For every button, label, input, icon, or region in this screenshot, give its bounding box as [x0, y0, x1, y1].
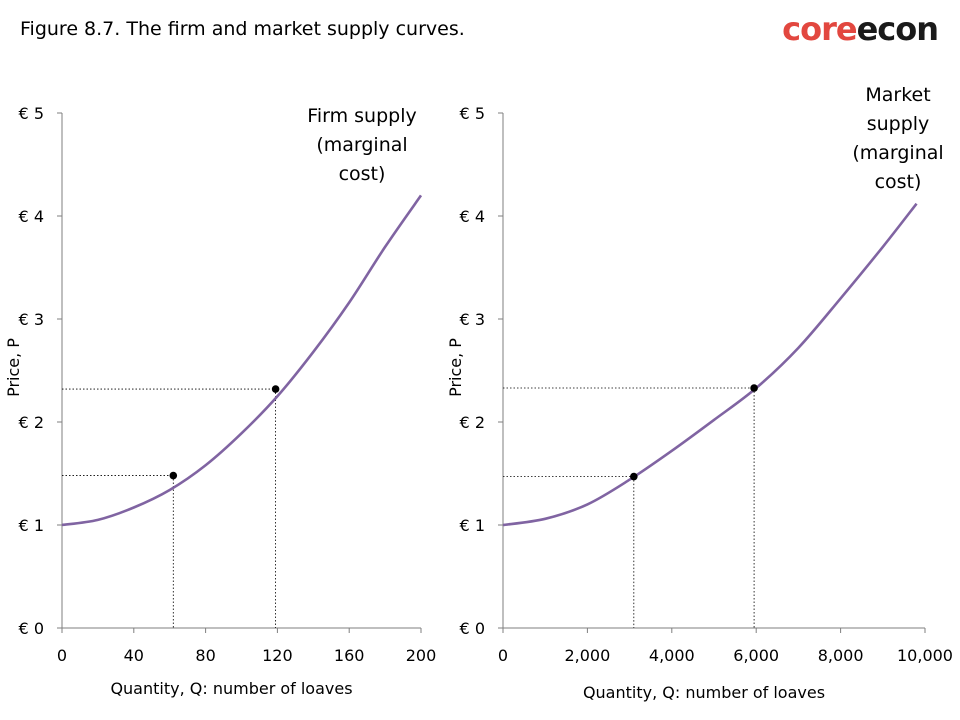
- chart2-curve-label: cost): [875, 171, 922, 193]
- chart2-y-tick-label: € 2: [460, 413, 485, 432]
- chart2-x-tick-label: 2,000: [564, 646, 610, 665]
- chart2-x-tick-label: 10,000: [897, 646, 953, 665]
- chart1-y-tick-label: € 1: [19, 516, 44, 535]
- chart1-y-tick-label: € 2: [19, 413, 44, 432]
- chart2-curve-label: supply: [867, 113, 930, 135]
- chart1-y-tick-label: € 5: [19, 104, 44, 123]
- chart2-curve-label: Market: [865, 84, 930, 106]
- chart1-supply-curve: [61, 194, 423, 527]
- chart1-x-axis-label: Quantity, Q: number of loaves: [110, 679, 352, 698]
- chart1-y-tick-label: € 4: [19, 207, 44, 226]
- chart2-y-tick-label: € 5: [460, 104, 485, 123]
- chart2-data-point: [630, 472, 638, 481]
- chart1-x-tick-label: 120: [262, 646, 293, 665]
- logo-econ-text: econ: [856, 10, 939, 48]
- chart1-data-point: [169, 471, 178, 480]
- chart2-y-tick-label: € 3: [460, 310, 485, 329]
- chart2-data-point: [750, 384, 758, 392]
- chart1-y-tick-label: € 0: [19, 619, 44, 638]
- chart2-y-tick-label: € 4: [460, 207, 485, 226]
- chart1-x-tick-label: 160: [334, 646, 365, 665]
- chart2-x-tick-label: 6,000: [733, 646, 779, 665]
- chart2-x-tick-label: 0: [498, 646, 508, 665]
- chart2-x-tick-label: 8,000: [818, 646, 864, 665]
- chart1-x-tick-label: 40: [124, 646, 144, 665]
- coreecon-logo: coreecon: [782, 10, 939, 48]
- chart1-curve-label: (marginal: [316, 134, 407, 156]
- chart2-x-axis-label: Quantity, Q: number of loaves: [583, 683, 825, 702]
- chart2-supply-curve: [502, 202, 918, 527]
- chart2-curve-label: (marginal: [852, 142, 943, 164]
- chart1-y-axis-label: Price, P: [4, 338, 23, 397]
- chart2-y-tick-label: € 1: [460, 516, 485, 535]
- chart1-x-tick-label: 200: [406, 646, 437, 665]
- chart2-x-tick-label: 4,000: [649, 646, 695, 665]
- chart1-x-tick-label: 80: [195, 646, 215, 665]
- chart2-y-tick-label: € 0: [460, 619, 485, 638]
- logo-core-text: core: [782, 10, 857, 48]
- chart2-y-axis-label: Price, P: [446, 338, 465, 397]
- chart1-y-tick-label: € 3: [19, 310, 44, 329]
- chart1-data-point: [271, 385, 280, 393]
- chart1-curve-label: cost): [339, 163, 386, 185]
- chart1-x-tick-label: 0: [57, 646, 67, 665]
- chart1-curve-label: Firm supply: [307, 105, 416, 127]
- figure-title: Figure 8.7. The firm and market supply c…: [20, 18, 465, 40]
